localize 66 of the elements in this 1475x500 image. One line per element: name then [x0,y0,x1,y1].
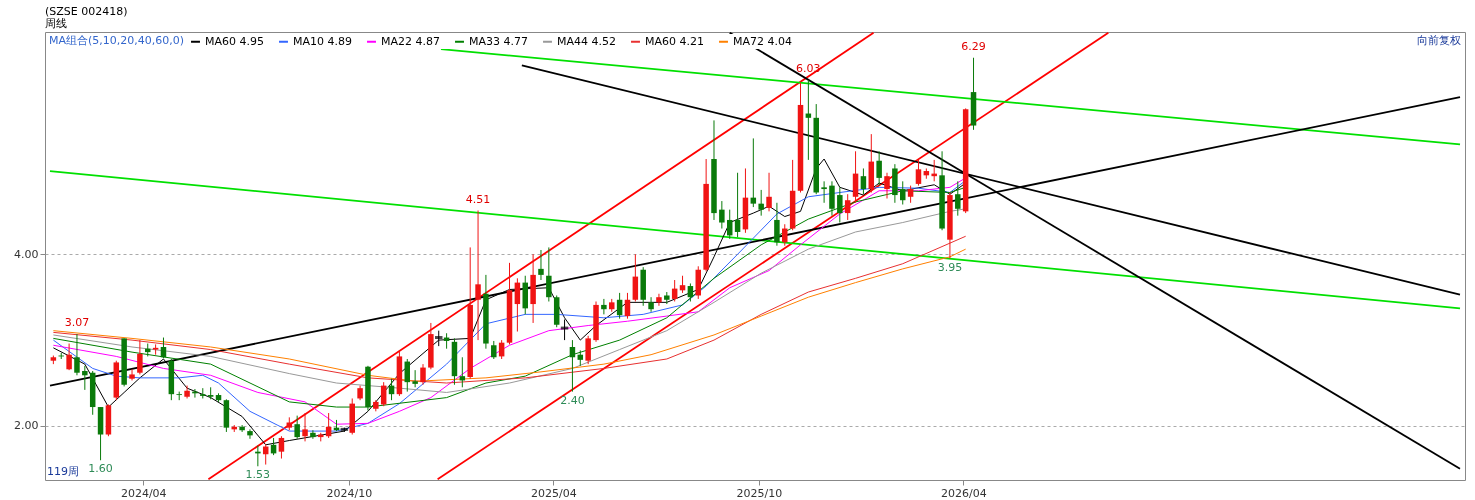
candlestick [475,210,481,341]
candlestick [538,249,544,281]
legend-label: MA60 4.21 [645,34,705,48]
legend-label: MA22 4.87 [381,34,441,48]
x-tick-label: 2025/04 [530,486,577,500]
annotation: 向前复权 [1417,34,1461,47]
candlestick [782,223,788,247]
x-tick-label: 2025/10 [736,486,783,500]
annotation: 6.03 [796,62,821,76]
annotation: 3.95 [937,260,963,274]
candlestick [129,368,135,381]
legend-label: MA72 4.04 [733,34,793,48]
legend-label: MA44 4.52 [557,34,617,48]
candlestick [294,415,300,440]
candlestick [719,200,725,230]
candlestick [152,343,159,356]
annotation: 4.51 [465,192,491,206]
annotation: 2.40 [560,393,585,407]
candlestick [852,150,859,204]
annotation: 1.53 [245,468,271,482]
legend-label: MA60 4.95 [205,34,265,48]
candlestick [656,293,662,307]
candlestick [860,167,867,195]
candlestick [766,172,772,212]
candlestick [687,282,694,302]
candlestick [750,137,757,208]
y-tick-label: 4.00 [14,247,39,261]
legend-label: MA10 4.89 [293,34,353,48]
candlestick [734,172,741,238]
candlestick [915,159,922,187]
annotation: 6.29 [961,39,986,53]
chart-subtitle: 周线 [45,17,67,30]
candlestick [302,412,308,442]
candlestick [758,189,764,217]
candlestick [546,246,552,302]
annotation: 119周 [47,465,79,478]
candlestick [66,343,72,371]
x-tick-label: 2026/04 [941,486,987,500]
candlestick [137,339,143,375]
candlestick [247,428,253,440]
candlestick [82,365,88,391]
candlestick [632,253,639,302]
candlestick [412,369,418,388]
candlestick [491,340,497,360]
candlestick [585,335,591,365]
candlestick [774,202,780,247]
candlestick [601,298,607,315]
candlestick [184,385,190,399]
candlestick [884,172,890,199]
annotation: 3.07 [64,316,90,330]
candlestick [239,424,245,433]
x-tick-label: 2024/10 [326,486,373,500]
candlestick [876,150,882,187]
candlestick [310,429,316,440]
candlestick [420,363,426,386]
legend-title: MA组合(5,10,20,40,60,0) [49,34,185,47]
y-tick-label: 2.00 [14,419,39,433]
candlestick [844,193,851,221]
chart-title: (SZSE 002418) [45,5,128,18]
candlestick [278,435,285,460]
legend-label: MA33 4.77 [469,34,529,48]
candlestick [74,333,80,376]
candlestick [821,180,827,204]
x-tick-label: 2024/04 [120,486,167,500]
annotation: 1.60 [88,462,113,476]
candlestick [648,296,654,313]
